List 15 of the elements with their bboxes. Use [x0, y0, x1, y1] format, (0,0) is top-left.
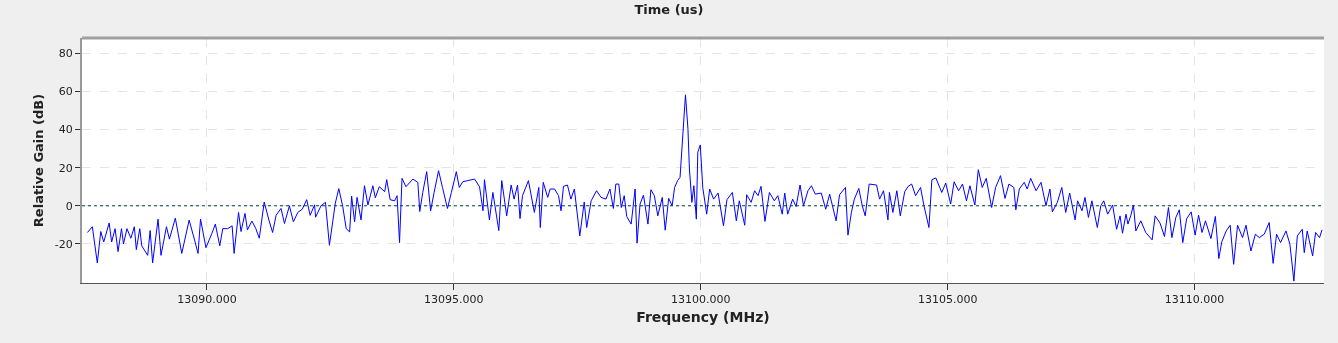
- x-tick-label: 13100.000: [671, 293, 731, 307]
- y-tick-label: -20: [54, 237, 73, 251]
- x-tick-label: 13095.000: [424, 293, 484, 307]
- x-axis-title: Frequency (MHz): [636, 308, 770, 325]
- x-tick-label: 13105.000: [917, 293, 978, 307]
- y-tick-label: 80: [58, 47, 73, 61]
- line-series: [86, 94, 1323, 282]
- y-tick-label: 60: [58, 85, 73, 99]
- x-tick-label: 13110.000: [1164, 293, 1225, 307]
- y-tick-label: 0: [65, 199, 73, 213]
- y-tick-label: 20: [58, 161, 73, 175]
- y-tick-label: 40: [58, 123, 73, 137]
- chart-title: Time (us): [634, 2, 704, 18]
- y-axis-title: Relative Gain (dB): [31, 93, 47, 228]
- x-tick-label: 13090.000: [177, 293, 237, 307]
